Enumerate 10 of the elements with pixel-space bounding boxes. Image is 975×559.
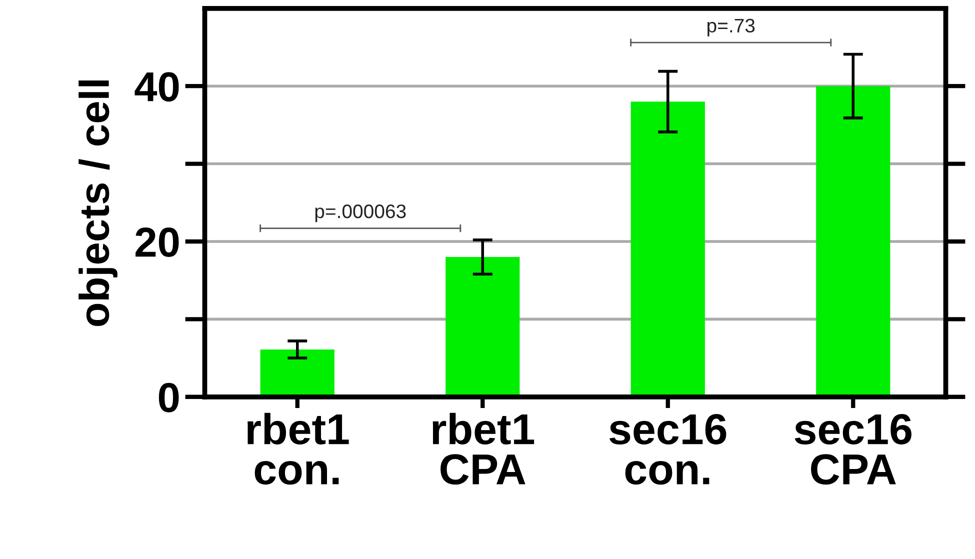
x-tick-label: rbet1 con.	[248, 412, 349, 485]
annotation: p=.73	[708, 18, 755, 36]
y-tick-label: 40	[134, 72, 179, 102]
y-tick-label: 0	[158, 382, 179, 412]
y-tick-label: 20	[136, 227, 179, 257]
x-tick-label: sec16 con.	[610, 414, 726, 485]
annotation: p=.000063	[315, 204, 406, 222]
x-tick-label: sec16 CPA	[794, 414, 912, 485]
x-tick-label: rbet1 CPA	[432, 412, 534, 485]
y-axis-title: objects / cell	[78, 80, 118, 326]
